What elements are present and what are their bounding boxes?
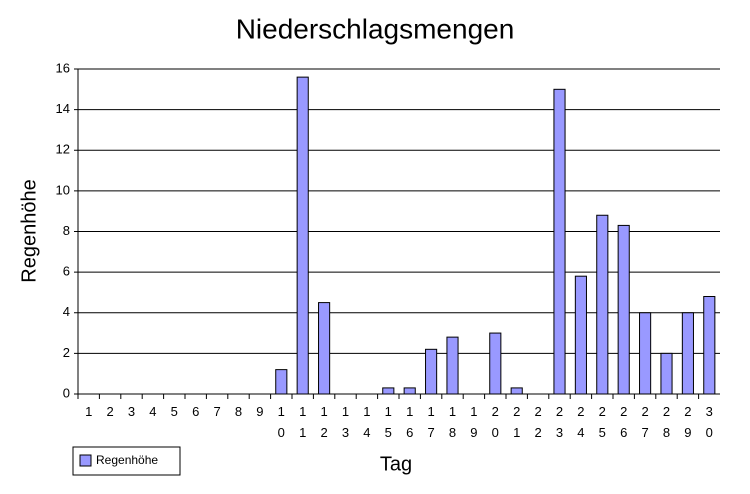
y-tick-label: 16	[56, 60, 70, 75]
bar	[382, 387, 395, 395]
bar	[510, 387, 523, 395]
bar	[574, 275, 587, 395]
bar	[639, 312, 652, 395]
bar	[703, 296, 716, 395]
y-tick-label: 14	[56, 101, 70, 116]
bar	[446, 336, 459, 395]
bar	[296, 76, 309, 395]
bar	[425, 348, 438, 395]
x-tick-label: 1	[85, 404, 92, 419]
y-axis-label: Regenhöhe	[18, 179, 40, 282]
bar	[617, 224, 630, 395]
x-tick-label: 6	[192, 404, 199, 419]
y-tick-label: 4	[63, 304, 70, 319]
y-tick-label: 12	[56, 142, 70, 157]
x-tick-label: 9	[256, 404, 263, 419]
bar	[660, 352, 673, 395]
bar	[596, 214, 609, 395]
y-tick-label: 6	[63, 264, 70, 279]
y-tick-label: 8	[63, 223, 70, 238]
bar	[681, 312, 694, 395]
y-tick-label: 0	[63, 385, 70, 400]
x-tick-label: 8	[235, 404, 242, 419]
y-tick-label: 2	[63, 345, 70, 360]
chart-title: Niederschlagsmengen	[236, 13, 515, 44]
x-tick-label: 2	[106, 404, 113, 419]
x-axis-label: Tag	[380, 453, 412, 475]
bar	[403, 387, 416, 395]
bar	[318, 302, 331, 395]
x-tick-label: 3	[128, 404, 135, 419]
bar	[553, 88, 566, 395]
x-tick-label: 5	[171, 404, 178, 419]
bar	[489, 332, 502, 395]
y-tick-label: 10	[56, 182, 70, 197]
legend-label: Regenhöhe	[96, 453, 158, 467]
bar	[275, 369, 288, 395]
legend-swatch	[79, 454, 92, 467]
x-tick-label: 7	[213, 404, 220, 419]
x-tick-label: 4	[149, 404, 156, 419]
